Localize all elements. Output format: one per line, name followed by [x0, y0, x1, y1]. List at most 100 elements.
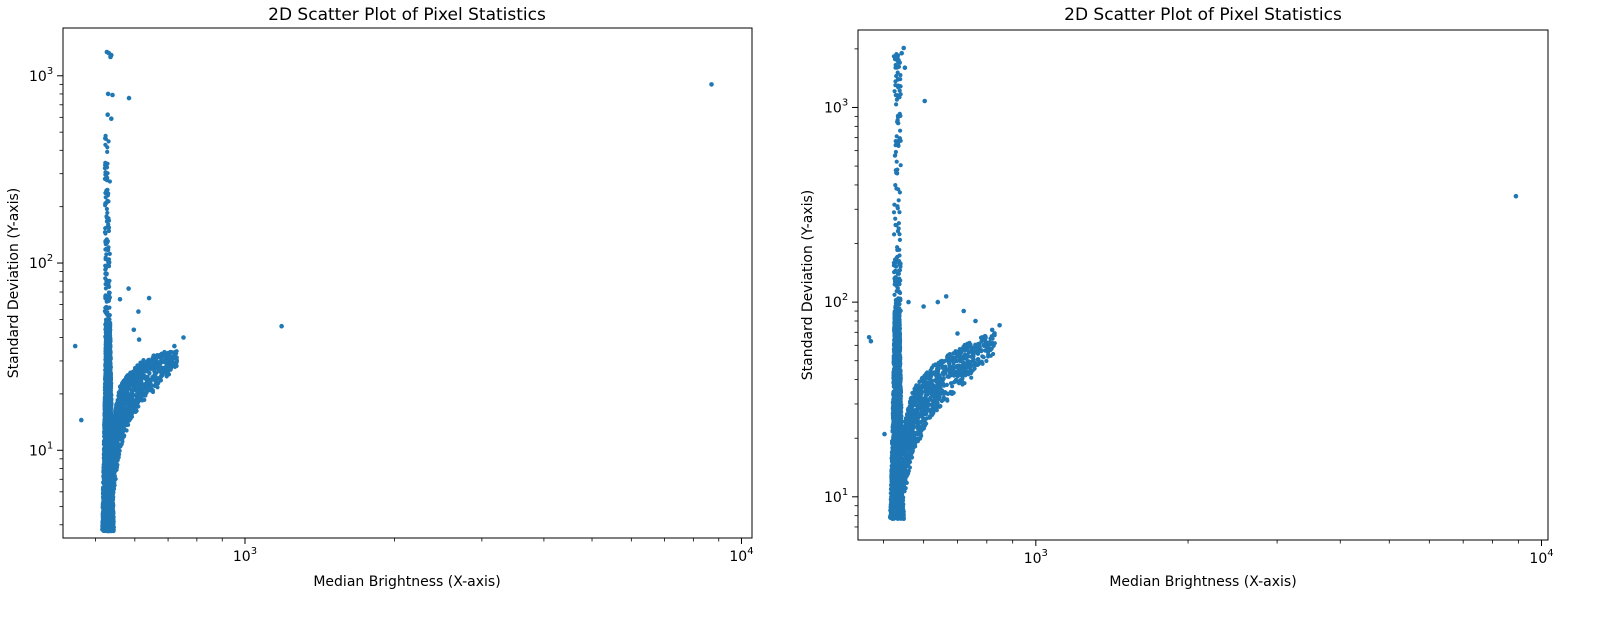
scatter-point: [102, 414, 107, 419]
scatter-point: [102, 482, 108, 487]
scatter-point: [144, 390, 149, 395]
scatter-chart-left: 2D Scatter Plot of Pixel Statistics 103 1…: [6, 5, 754, 590]
scatter-point: [113, 467, 118, 472]
scatter-point: [121, 434, 127, 439]
scatter-point: [109, 116, 114, 121]
scatter-point: [147, 370, 152, 375]
scatter-point: [154, 355, 160, 360]
scatter-point: [104, 359, 109, 364]
scatter-point: [109, 392, 114, 397]
y-axis-label: Standard Deviation (Y-axis): [6, 188, 22, 378]
scatter-point: [112, 473, 117, 479]
scatter-point: [154, 364, 159, 369]
y-tick-label: 103: [824, 97, 848, 116]
scatter-point: [130, 375, 136, 380]
scatter-point: [104, 353, 109, 358]
scatter-point: [104, 470, 109, 475]
scatter-point: [79, 417, 84, 423]
scatter-point: [134, 397, 139, 403]
scatter-point: [158, 365, 163, 370]
scatter-point: [103, 271, 108, 276]
scatter-point: [104, 188, 109, 193]
scatter-point: [136, 385, 141, 390]
scatter-point: [105, 449, 110, 454]
scatter-point: [105, 91, 111, 97]
scatter-point: [105, 488, 110, 493]
scatter-point: [114, 415, 119, 420]
y-tick-label: 102: [29, 253, 53, 272]
scatter-point: [109, 502, 114, 507]
scatter-point: [128, 395, 133, 401]
scatter-point: [116, 437, 121, 443]
plot-frame: [62, 27, 753, 539]
scatter-point: [125, 375, 131, 380]
scatter-point: [105, 210, 110, 215]
scatter-point: [174, 355, 179, 360]
scatter-point: [103, 195, 108, 200]
scatter-point: [122, 378, 128, 383]
scatter-point: [104, 219, 109, 224]
scatter-point: [132, 388, 137, 393]
scatter-point: [103, 257, 108, 262]
scatter-point: [106, 216, 111, 221]
scatter-point: [102, 510, 107, 515]
scatter-point: [107, 497, 113, 502]
scatter-chart-right: 2D Scatter Plot of Pixel Statistics 103 1…: [800, 5, 1554, 590]
scatter-point: [104, 375, 109, 380]
y-tick-label: 101: [824, 487, 848, 506]
scatter-point: [111, 483, 116, 489]
scatter-point: [143, 363, 148, 368]
scatter-point: [107, 251, 112, 256]
scatter-point: [106, 50, 112, 56]
scatter-point: [136, 337, 142, 342]
scatter-point: [102, 400, 107, 405]
scatter-point: [104, 305, 109, 310]
scatter-point: [110, 446, 115, 451]
scatter-point: [172, 343, 177, 349]
scatter-point: [105, 522, 110, 527]
scatter-point: [121, 417, 126, 422]
scatter-point: [159, 369, 164, 374]
scatter-point: [110, 92, 115, 98]
scatter-point: [105, 421, 110, 426]
scatter-point: [103, 266, 108, 271]
scatter-point: [150, 389, 156, 395]
scatter-point: [168, 367, 173, 372]
scatter-point: [128, 411, 133, 416]
scatter-point: [164, 367, 169, 372]
scatter-point: [144, 377, 149, 382]
scatter-point: [109, 509, 114, 515]
scatter-point: [104, 177, 109, 182]
scatter-point: [110, 462, 115, 467]
scatter-point: [136, 309, 141, 314]
scatter-point: [130, 401, 135, 406]
scatter-point: [106, 228, 111, 234]
scatter-point: [123, 385, 129, 390]
scatter-point: [103, 230, 108, 235]
scatter-point: [109, 527, 115, 532]
scatter-point: [164, 372, 169, 377]
scatter-point: [113, 443, 118, 448]
scatter-point: [104, 454, 109, 459]
scatter-point: [146, 387, 151, 392]
scatter-point: [104, 435, 109, 440]
scatter-point: [174, 349, 179, 354]
scatter-point: [140, 384, 145, 389]
scatter-point: [120, 424, 126, 429]
scatter-point: [170, 358, 175, 364]
scatter-point: [115, 400, 120, 405]
scatter-point: [107, 400, 112, 405]
scatter-point: [116, 427, 121, 432]
scatter-point: [105, 344, 110, 349]
x-tick-label: 103: [1024, 548, 1048, 567]
scatter-point: [103, 136, 108, 141]
scatter-point: [72, 343, 78, 349]
scatter-point: [104, 466, 109, 471]
scatter-point: [105, 171, 110, 176]
scatter-point: [124, 394, 129, 399]
x-tick-label: 104: [1529, 548, 1553, 567]
scatter-point: [123, 400, 129, 405]
scatter-point: [105, 112, 110, 117]
scatter-point: [117, 430, 122, 435]
